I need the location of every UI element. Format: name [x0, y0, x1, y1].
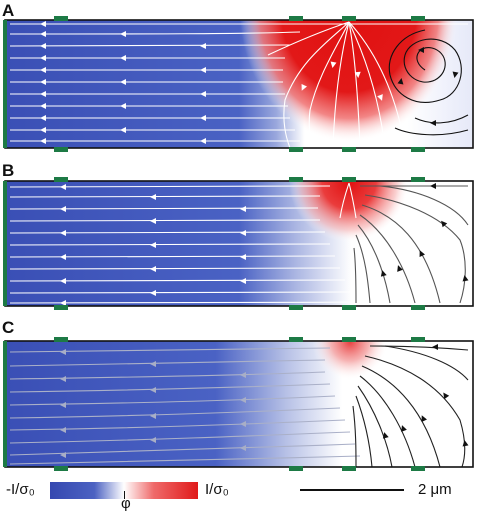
streamline-arrows-b	[60, 184, 246, 306]
colorbar-min-label: -I/σ₀	[6, 481, 35, 498]
colorbar-center-tick	[124, 491, 125, 499]
colorbar-max-label: I/σ₀	[205, 481, 229, 498]
panel-letter-b: B	[2, 161, 14, 180]
streamlines-white-b	[9, 182, 357, 304]
current-source-red-region-b	[290, 181, 410, 261]
scale-bar-label: 2 μm	[418, 481, 452, 498]
streamline-arrows-c	[60, 349, 246, 458]
panel-b: B	[2, 161, 474, 310]
panel-letter-c: C	[2, 318, 14, 337]
streamlines-black-a	[388, 29, 469, 136]
streamline-arrows-black-c	[382, 344, 469, 447]
panel-a: A	[2, 1, 474, 152]
streamlines-black-b	[353, 185, 469, 304]
electrodes-b	[3, 177, 425, 310]
electrodes-a	[3, 16, 425, 152]
panel-letter-a: A	[2, 1, 14, 20]
current-source-red-region-c	[300, 341, 400, 391]
colorbar	[50, 482, 198, 499]
streamline-arrows-a	[40, 21, 383, 144]
streamlines-black-c	[352, 345, 469, 468]
streamline-arrows-black-b	[380, 183, 469, 282]
panel-c: C	[2, 318, 474, 471]
streamline-arrows-black-a	[397, 47, 459, 126]
streamlines-white-a	[9, 21, 468, 149]
colorbar-center-label: φ	[121, 495, 131, 512]
electrodes-c	[3, 337, 425, 471]
scale-bar	[300, 489, 404, 491]
